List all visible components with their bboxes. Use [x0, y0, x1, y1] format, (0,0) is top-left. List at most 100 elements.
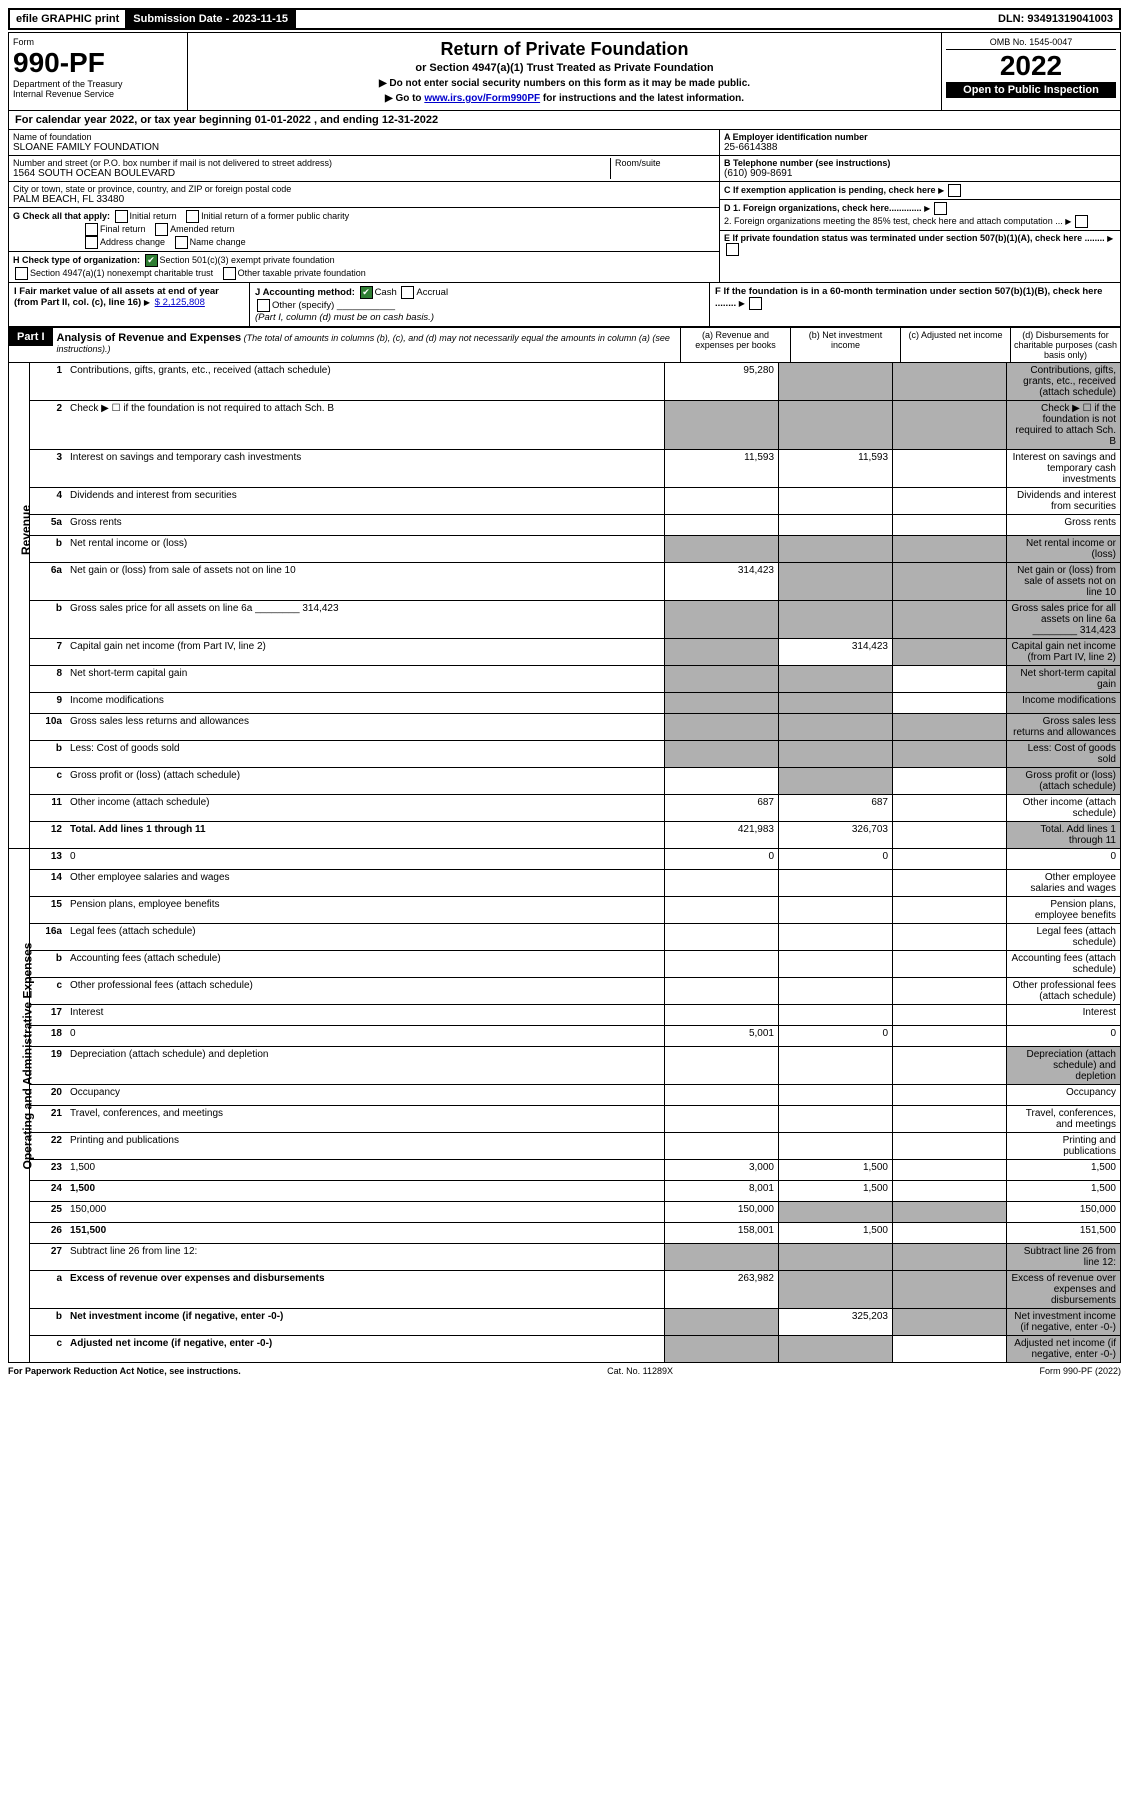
- col-b: [778, 1005, 892, 1025]
- col-a: 5,001: [664, 1026, 778, 1046]
- col-d: Accounting fees (attach schedule): [1006, 951, 1120, 977]
- col-d: 0: [1006, 849, 1120, 869]
- col-c: [892, 401, 1006, 449]
- col-a: 158,001: [664, 1223, 778, 1243]
- col-b: [778, 768, 892, 794]
- col-a: [664, 714, 778, 740]
- identity-left: Name of foundation SLOANE FAMILY FOUNDAT…: [9, 130, 719, 282]
- col-b: 11,593: [778, 450, 892, 487]
- table-row: 20OccupancyOccupancy: [30, 1085, 1120, 1106]
- row-desc: Occupancy: [66, 1085, 664, 1105]
- checkbox-final-return[interactable]: [85, 223, 98, 236]
- checkbox-other-taxable[interactable]: [223, 267, 236, 280]
- row-number: b: [30, 601, 66, 638]
- checkbox-e[interactable]: [726, 243, 739, 256]
- table-row: bNet rental income or (loss)Net rental i…: [30, 536, 1120, 563]
- calendar-year: For calendar year 2022, or tax year begi…: [8, 111, 1121, 130]
- col-b: [778, 488, 892, 514]
- checkbox-name-change[interactable]: [175, 236, 188, 249]
- col-d: Total. Add lines 1 through 11: [1006, 822, 1120, 848]
- row-desc: Depreciation (attach schedule) and deple…: [66, 1047, 664, 1084]
- col-c: [892, 741, 1006, 767]
- col-d: Legal fees (attach schedule): [1006, 924, 1120, 950]
- form-link[interactable]: www.irs.gov/Form990PF: [424, 93, 540, 104]
- table-row: 25150,000150,000150,000: [30, 1202, 1120, 1223]
- checkbox-accrual[interactable]: [401, 286, 414, 299]
- checkbox-other-method[interactable]: [257, 299, 270, 312]
- col-c: [892, 601, 1006, 638]
- col-c: [892, 363, 1006, 400]
- row-number: b: [30, 536, 66, 562]
- col-a: 263,982: [664, 1271, 778, 1308]
- col-a: [664, 666, 778, 692]
- col-c: [892, 897, 1006, 923]
- table-row: 1Contributions, gifts, grants, etc., rec…: [30, 363, 1120, 401]
- row-desc: 1,500: [66, 1181, 664, 1201]
- row-desc: Gross sales price for all assets on line…: [66, 601, 664, 638]
- row-number: 27: [30, 1244, 66, 1270]
- col-d: Adjusted net income (if negative, enter …: [1006, 1336, 1120, 1362]
- row-desc: Net gain or (loss) from sale of assets n…: [66, 563, 664, 600]
- row-desc: 0: [66, 849, 664, 869]
- col-c: [892, 1244, 1006, 1270]
- street: 1564 SOUTH OCEAN BOULEVARD: [13, 168, 610, 179]
- table-row: 19Depreciation (attach schedule) and dep…: [30, 1047, 1120, 1085]
- row-number: b: [30, 741, 66, 767]
- col-b: [778, 924, 892, 950]
- checkbox-cash[interactable]: [360, 286, 373, 299]
- ein: 25-6614388: [724, 142, 1116, 153]
- col-b: [778, 536, 892, 562]
- col-a: [664, 1085, 778, 1105]
- col-d: Gross profit or (loss) (attach schedule): [1006, 768, 1120, 794]
- col-d: Occupancy: [1006, 1085, 1120, 1105]
- col-d: 1,500: [1006, 1181, 1120, 1201]
- col-a: 421,983: [664, 822, 778, 848]
- checkbox-d1[interactable]: [934, 202, 947, 215]
- checkbox-initial-return[interactable]: [115, 210, 128, 223]
- row-desc: Less: Cost of goods sold: [66, 741, 664, 767]
- col-c: [892, 1160, 1006, 1180]
- omb: OMB No. 1545-0047: [946, 37, 1116, 50]
- checkbox-501c3[interactable]: [145, 254, 158, 267]
- col-a: [664, 693, 778, 713]
- col-b: [778, 1336, 892, 1362]
- efile-label: efile GRAPHIC print: [10, 10, 127, 28]
- row-number: c: [30, 978, 66, 1004]
- fmv-link[interactable]: $ 2,125,808: [155, 297, 205, 308]
- checkbox-f[interactable]: [749, 297, 762, 310]
- row-desc: Income modifications: [66, 693, 664, 713]
- row-desc: Net short-term capital gain: [66, 666, 664, 692]
- table-row: 241,5008,0011,5001,500: [30, 1181, 1120, 1202]
- row-number: 7: [30, 639, 66, 665]
- checkbox-former-charity[interactable]: [186, 210, 199, 223]
- checkbox-address-change[interactable]: [85, 236, 98, 249]
- table-row: 2Check ▶ ☐ if the foundation is not requ…: [30, 401, 1120, 450]
- checkbox-4947[interactable]: [15, 267, 28, 280]
- table-row: 130000: [30, 849, 1120, 870]
- row-desc: Other professional fees (attach schedule…: [66, 978, 664, 1004]
- row-number: 24: [30, 1181, 66, 1201]
- col-a: 95,280: [664, 363, 778, 400]
- col-c: [892, 1202, 1006, 1222]
- col-c: [892, 1005, 1006, 1025]
- table-row: 4Dividends and interest from securitiesD…: [30, 488, 1120, 515]
- col-b: [778, 601, 892, 638]
- row-number: 17: [30, 1005, 66, 1025]
- checkbox-c[interactable]: [948, 184, 961, 197]
- col-a: [664, 951, 778, 977]
- row-number: 25: [30, 1202, 66, 1222]
- identity-right: A Employer identification number 25-6614…: [719, 130, 1120, 282]
- col-c: [892, 1085, 1006, 1105]
- header-center: Return of Private Foundation or Section …: [188, 33, 941, 110]
- col-d: Net rental income or (loss): [1006, 536, 1120, 562]
- expenses-table: Operating and Administrative Expenses 13…: [8, 849, 1121, 1363]
- col-c: [892, 1106, 1006, 1132]
- checkbox-d2[interactable]: [1075, 215, 1088, 228]
- col-b: 687: [778, 795, 892, 821]
- col-a: 0: [664, 849, 778, 869]
- row-number: b: [30, 951, 66, 977]
- checkbox-amended[interactable]: [155, 223, 168, 236]
- col-c-head: (c) Adjusted net income: [900, 328, 1010, 362]
- table-row: 11Other income (attach schedule)687687Ot…: [30, 795, 1120, 822]
- row-number: c: [30, 1336, 66, 1362]
